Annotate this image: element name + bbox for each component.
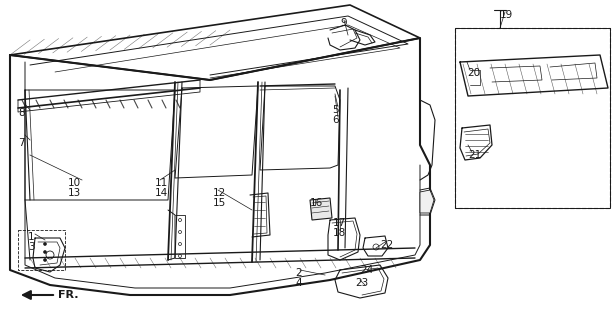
Text: 13: 13 (68, 188, 82, 198)
Text: 4: 4 (295, 278, 302, 288)
Text: 18: 18 (333, 228, 346, 238)
Text: 23: 23 (355, 278, 368, 288)
Text: 21: 21 (468, 150, 481, 160)
Text: 8: 8 (18, 108, 25, 118)
Circle shape (178, 230, 181, 234)
Circle shape (46, 251, 54, 259)
Text: 5: 5 (332, 105, 338, 115)
Bar (455, 28, 610, 208)
Text: 6: 6 (332, 115, 338, 125)
Text: 2: 2 (295, 268, 302, 278)
Text: 3: 3 (28, 242, 34, 252)
Circle shape (373, 244, 379, 250)
Text: 14: 14 (155, 188, 168, 198)
Circle shape (44, 251, 47, 253)
Text: FR.: FR. (58, 290, 78, 300)
Polygon shape (455, 28, 610, 208)
Text: 17: 17 (333, 218, 346, 228)
Polygon shape (310, 198, 332, 220)
Text: 20: 20 (467, 68, 480, 78)
Ellipse shape (558, 71, 566, 76)
Circle shape (178, 254, 181, 258)
Ellipse shape (540, 71, 548, 76)
Text: 11: 11 (155, 178, 168, 188)
Text: 22: 22 (380, 240, 394, 250)
Text: 19: 19 (500, 10, 513, 20)
Text: 12: 12 (213, 188, 226, 198)
Text: 9: 9 (340, 18, 346, 28)
Text: 1: 1 (28, 232, 34, 242)
Ellipse shape (520, 71, 528, 76)
Circle shape (178, 243, 181, 245)
Ellipse shape (500, 71, 508, 76)
Circle shape (44, 243, 47, 245)
Text: 7: 7 (18, 138, 25, 148)
Polygon shape (420, 190, 434, 213)
Text: 15: 15 (213, 198, 226, 208)
Text: 24: 24 (360, 265, 373, 275)
Circle shape (178, 219, 181, 221)
Text: 16: 16 (310, 198, 323, 208)
Text: 10: 10 (68, 178, 81, 188)
Circle shape (44, 259, 47, 261)
